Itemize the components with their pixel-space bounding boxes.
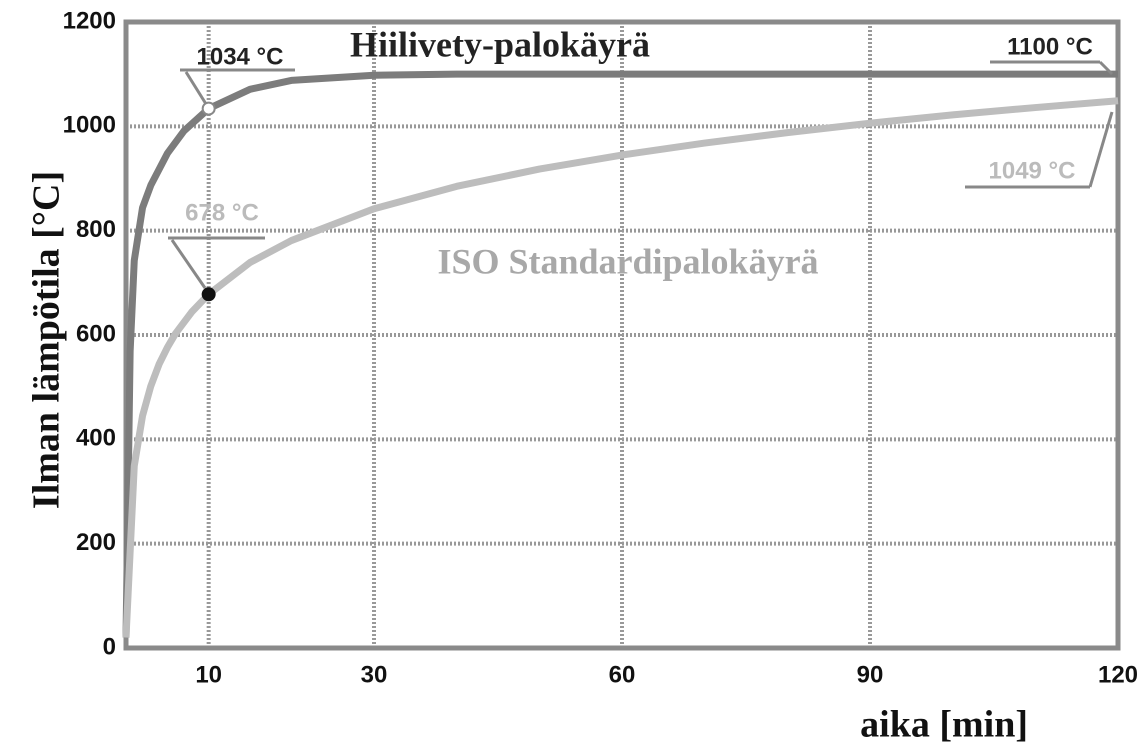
y-tick-label: 1200 [63,7,116,34]
annotation-arrow [184,71,208,105]
series-label: Hiilivety-palokäyrä [350,24,650,64]
x-axis-label: aika [min] [860,704,1028,746]
y-tick-label: 200 [76,529,116,556]
series-label: ISO Standardipalokäyrä [437,241,818,281]
line-series [122,97,1119,638]
annotation-label: 678 °C [185,199,259,226]
annotation-point [201,101,216,116]
annotation-point [201,287,216,302]
annotation-arrow [1088,111,1114,188]
annotation-label: 1034 °C [197,43,284,70]
y-axis-label: Ilman lämpötila [°C] [26,171,68,509]
x-tick-label: 60 [609,661,636,688]
annotation-arrow [1098,60,1114,76]
plot-frame [123,19,1121,651]
x-tick-label: 90 [857,661,884,688]
annotation-label: 1100 °C [1007,33,1093,60]
annotation-arrow [170,239,207,289]
y-tick-label: 0 [103,633,116,660]
y-tick-label: 600 [76,320,116,347]
annotation-label: 1049 °C [989,157,1076,184]
y-tick-label: 1000 [63,112,116,139]
y-tick-label: 400 [76,425,116,452]
y-tick-label: 800 [76,216,116,243]
x-tick-label: 10 [195,661,222,688]
x-tick-label: 120 [1098,661,1138,688]
x-tick-label: 30 [361,661,388,688]
